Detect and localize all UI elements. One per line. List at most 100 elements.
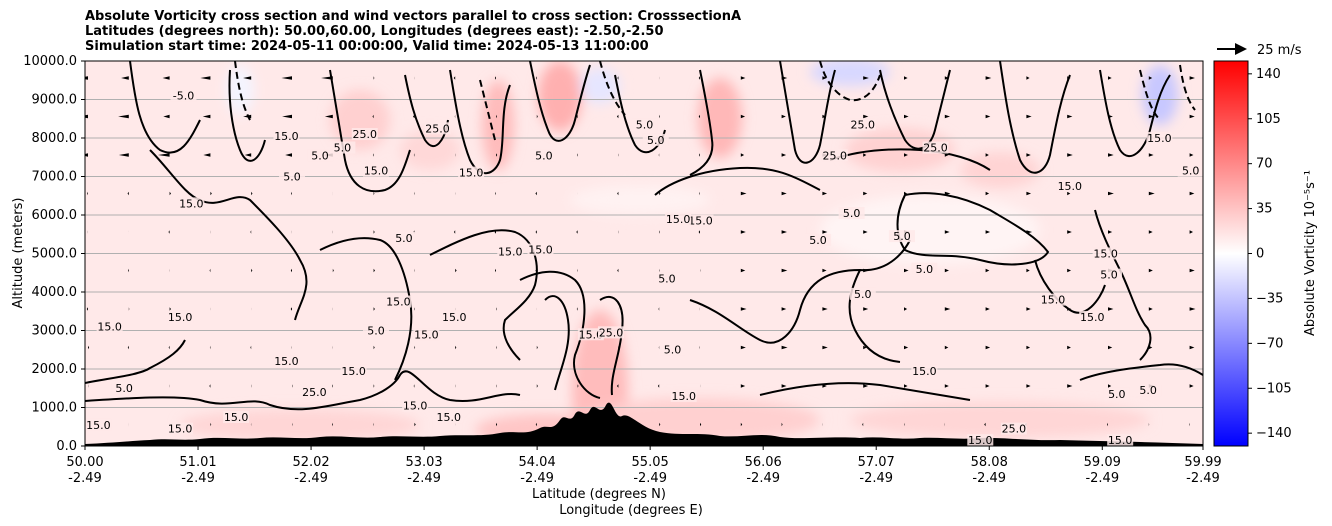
wind-vector (373, 307, 375, 311)
wind-vector (944, 384, 949, 388)
contour-label: 15.0 (1093, 247, 1118, 260)
contour-line (1034, 259, 1106, 314)
wind-vector (163, 114, 170, 119)
y-tick-label: 8000.0 (32, 131, 78, 146)
wind-vector (863, 153, 867, 157)
wind-vector (413, 153, 415, 157)
contour-label-background (413, 328, 440, 341)
wind-vector (1189, 384, 1194, 388)
wind-vector (740, 307, 747, 311)
contour-line (149, 149, 308, 321)
quiver-key-label: 25 m/s (1257, 43, 1302, 58)
contour-label-background (849, 287, 876, 300)
wind-vector (285, 153, 292, 157)
contour-label-background (631, 118, 658, 131)
contour-label: 5.0 (395, 232, 413, 245)
wind-vector (576, 114, 578, 119)
contour-label: 15.0 (403, 400, 428, 413)
contour-label: 15.0 (341, 365, 366, 378)
x-tick-label-longitude: -2.49 (294, 471, 328, 486)
wind-vector (863, 384, 869, 388)
wind-vector (781, 268, 788, 273)
wind-vector (494, 268, 496, 273)
contour-label: 15.0 (97, 321, 122, 334)
wind-vector (169, 307, 171, 311)
wind-vector (536, 384, 538, 388)
contour-label: 15.0 (274, 130, 299, 143)
contour-label-background (838, 207, 865, 219)
wind-vector (157, 153, 170, 157)
wind-vector (740, 76, 746, 80)
wind-vector (244, 153, 252, 157)
contour-label: 5.0 (367, 324, 385, 337)
wind-vector (1067, 76, 1071, 80)
wind-vector (822, 268, 827, 273)
wind-vector (372, 153, 374, 157)
wind-vector (781, 345, 788, 350)
wind-vector (944, 230, 950, 234)
contour-label: 15.0 (1147, 132, 1172, 145)
wind-vector (1108, 76, 1112, 80)
wind-vector (1108, 384, 1112, 388)
contour-label: 25.0 (302, 386, 327, 399)
wind-vector (1067, 191, 1071, 196)
wind-vector (985, 345, 991, 350)
contour-label-background (670, 389, 697, 402)
contour-label-background (821, 149, 848, 162)
wind-vector (822, 384, 827, 388)
wind-vector (904, 345, 909, 350)
wind-vector (1189, 191, 1195, 196)
wind-vector (659, 230, 660, 234)
wind-vector (332, 422, 333, 427)
y-tick-label: 5000.0 (32, 247, 78, 262)
wind-vector (985, 114, 991, 119)
contour-label: 5.0 (664, 344, 682, 357)
x-tick-label-latitude: 55.05 (632, 455, 669, 470)
contour-label-background (1103, 387, 1130, 400)
wind-vector (494, 76, 496, 80)
contour-label-background (687, 214, 714, 227)
wind-vector (984, 422, 986, 427)
contour-label-background (402, 399, 429, 412)
contour-label: 5.0 (115, 382, 133, 395)
wind-vector (209, 384, 211, 388)
wind-vector (1108, 153, 1114, 157)
wind-vector (453, 230, 456, 234)
contour-line (999, 61, 1071, 174)
wind-vector (373, 345, 375, 350)
wind-vector (904, 153, 908, 157)
wind-vector (699, 153, 700, 157)
contour-label-background (849, 118, 876, 131)
wind-vector (1148, 345, 1153, 350)
wind-vector (203, 153, 211, 157)
contour-label: 15.0 (1080, 311, 1105, 324)
wind-vector (282, 114, 292, 119)
contour-label-background (96, 320, 123, 333)
colorbar-tick-label: 0 (1256, 247, 1264, 262)
contour-label: 5.0 (1108, 388, 1126, 401)
contour-label: 5.0 (334, 142, 352, 155)
x-tick-label-longitude: -2.49 (972, 471, 1006, 486)
wind-vector (128, 268, 129, 273)
wind-vector (535, 76, 537, 80)
wind-vector (453, 76, 456, 80)
contour-line (1094, 209, 1152, 361)
contour-label-background (329, 141, 356, 154)
contour-label-background (85, 418, 112, 431)
contour-line (449, 69, 511, 175)
contour-label: 5.0 (658, 272, 676, 285)
wind-vector (373, 76, 375, 80)
colorbar-label: Absolute Vorticity 10⁻⁵s⁻¹ (1303, 170, 1318, 336)
wind-vector (86, 307, 88, 311)
wind-vector (740, 345, 746, 350)
wind-vector (659, 191, 661, 196)
x-tick-label-longitude: -2.49 (1186, 471, 1220, 486)
wind-vector (904, 114, 909, 119)
contour-label: 5.0 (809, 234, 827, 247)
contour-label-background (351, 128, 378, 141)
wind-vector (210, 422, 212, 427)
grid-lines (85, 61, 1203, 446)
wind-vector (127, 191, 129, 196)
x-tick-label-longitude: -2.49 (68, 471, 102, 486)
x-tick-label-longitude: -2.49 (520, 471, 554, 486)
